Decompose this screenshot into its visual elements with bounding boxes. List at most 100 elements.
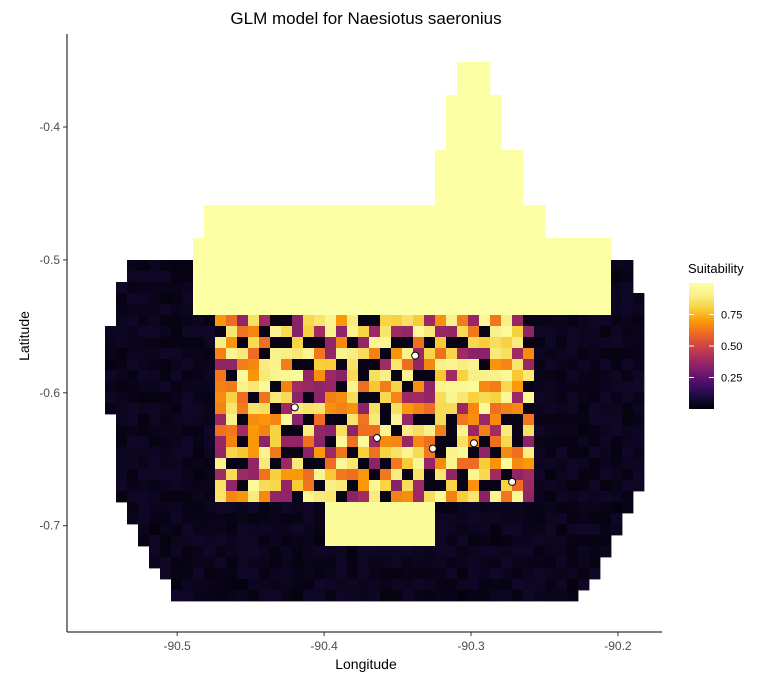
raster-cell bbox=[523, 227, 535, 239]
raster-cell bbox=[446, 150, 458, 162]
raster-cell bbox=[281, 436, 293, 448]
raster-cell bbox=[292, 271, 304, 283]
raster-cell bbox=[468, 447, 480, 459]
raster-cell bbox=[347, 249, 359, 261]
raster-cell bbox=[281, 337, 293, 349]
raster-cell bbox=[138, 502, 150, 514]
raster-cell bbox=[116, 326, 128, 338]
raster-cell bbox=[358, 414, 370, 426]
raster-cell bbox=[556, 337, 568, 349]
raster-cell bbox=[303, 238, 315, 250]
raster-cell bbox=[501, 370, 513, 382]
raster-cell bbox=[182, 568, 194, 580]
y-tick-label: -0.5 bbox=[39, 253, 60, 267]
raster-cell bbox=[193, 249, 205, 261]
raster-cell bbox=[314, 260, 326, 272]
raster-cell bbox=[578, 238, 590, 250]
raster-cell bbox=[611, 392, 623, 404]
raster-cell bbox=[424, 491, 436, 503]
raster-cell bbox=[413, 392, 425, 404]
raster-cell bbox=[567, 436, 579, 448]
raster-cell bbox=[457, 282, 469, 294]
x-tick-label: -90.5 bbox=[164, 639, 192, 653]
raster-cell bbox=[270, 238, 282, 250]
raster-cell bbox=[446, 194, 458, 206]
raster-cell bbox=[556, 381, 568, 393]
raster-cell bbox=[292, 480, 304, 492]
raster-cell bbox=[435, 458, 447, 470]
raster-cell bbox=[204, 480, 216, 492]
raster-cell bbox=[281, 315, 293, 327]
raster-cell bbox=[116, 414, 128, 426]
raster-cell bbox=[402, 271, 414, 283]
raster-cell bbox=[622, 414, 634, 426]
raster-cell bbox=[160, 535, 172, 547]
raster-cell bbox=[512, 392, 524, 404]
raster-cell bbox=[116, 436, 128, 448]
raster-cell bbox=[314, 205, 326, 217]
raster-cell bbox=[424, 381, 436, 393]
raster-cell bbox=[259, 326, 271, 338]
raster-cell bbox=[446, 260, 458, 272]
raster-cell bbox=[303, 337, 315, 349]
raster-cell bbox=[501, 238, 513, 250]
raster-cell bbox=[435, 315, 447, 327]
raster-cell bbox=[490, 414, 502, 426]
raster-cell bbox=[600, 425, 612, 437]
raster-cell bbox=[545, 326, 557, 338]
raster-cell bbox=[149, 524, 161, 536]
raster-cell bbox=[270, 590, 282, 602]
raster-cell bbox=[490, 315, 502, 327]
raster-cell bbox=[457, 590, 469, 602]
raster-cell bbox=[435, 216, 447, 228]
raster-cell bbox=[193, 315, 205, 327]
raster-cell bbox=[556, 315, 568, 327]
raster-cell bbox=[292, 513, 304, 525]
raster-cell bbox=[380, 370, 392, 382]
raster-cell bbox=[380, 469, 392, 481]
raster-cell bbox=[149, 293, 161, 305]
raster-cell bbox=[237, 238, 249, 250]
raster-cell bbox=[435, 293, 447, 305]
raster-cell bbox=[149, 271, 161, 283]
raster-cell bbox=[259, 282, 271, 294]
raster-cell bbox=[424, 502, 436, 514]
raster-cell bbox=[457, 238, 469, 250]
raster-cell bbox=[303, 469, 315, 481]
raster-cell bbox=[314, 271, 326, 283]
raster-cell bbox=[479, 414, 491, 426]
raster-cell bbox=[402, 414, 414, 426]
raster-cell bbox=[567, 458, 579, 470]
raster-cell bbox=[116, 447, 128, 459]
raster-cell bbox=[336, 535, 348, 547]
raster-cell bbox=[270, 436, 282, 448]
raster-cell bbox=[512, 172, 524, 184]
raster-cell bbox=[402, 304, 414, 316]
raster-cell bbox=[149, 315, 161, 327]
raster-cell bbox=[435, 282, 447, 294]
raster-cell bbox=[622, 381, 634, 393]
raster-cell bbox=[567, 546, 579, 558]
raster-cell bbox=[523, 447, 535, 459]
raster-cell bbox=[578, 337, 590, 349]
raster-cell bbox=[171, 326, 183, 338]
raster-cell bbox=[226, 326, 238, 338]
raster-cell bbox=[578, 557, 590, 569]
raster-cell bbox=[435, 502, 447, 514]
raster-cell bbox=[259, 249, 271, 261]
raster-cell bbox=[215, 282, 227, 294]
raster-cell bbox=[523, 249, 535, 261]
raster-cell bbox=[160, 447, 172, 459]
raster-cell bbox=[127, 469, 139, 481]
raster-cell bbox=[501, 491, 513, 503]
raster-cell bbox=[600, 238, 612, 250]
raster-cell bbox=[413, 557, 425, 569]
raster-cell bbox=[369, 458, 381, 470]
raster-cell bbox=[435, 447, 447, 459]
raster-cell bbox=[501, 469, 513, 481]
raster-cell bbox=[325, 271, 337, 283]
raster-cell bbox=[358, 425, 370, 437]
raster-cell bbox=[193, 546, 205, 558]
raster-cell bbox=[281, 447, 293, 459]
raster-cell bbox=[369, 535, 381, 547]
